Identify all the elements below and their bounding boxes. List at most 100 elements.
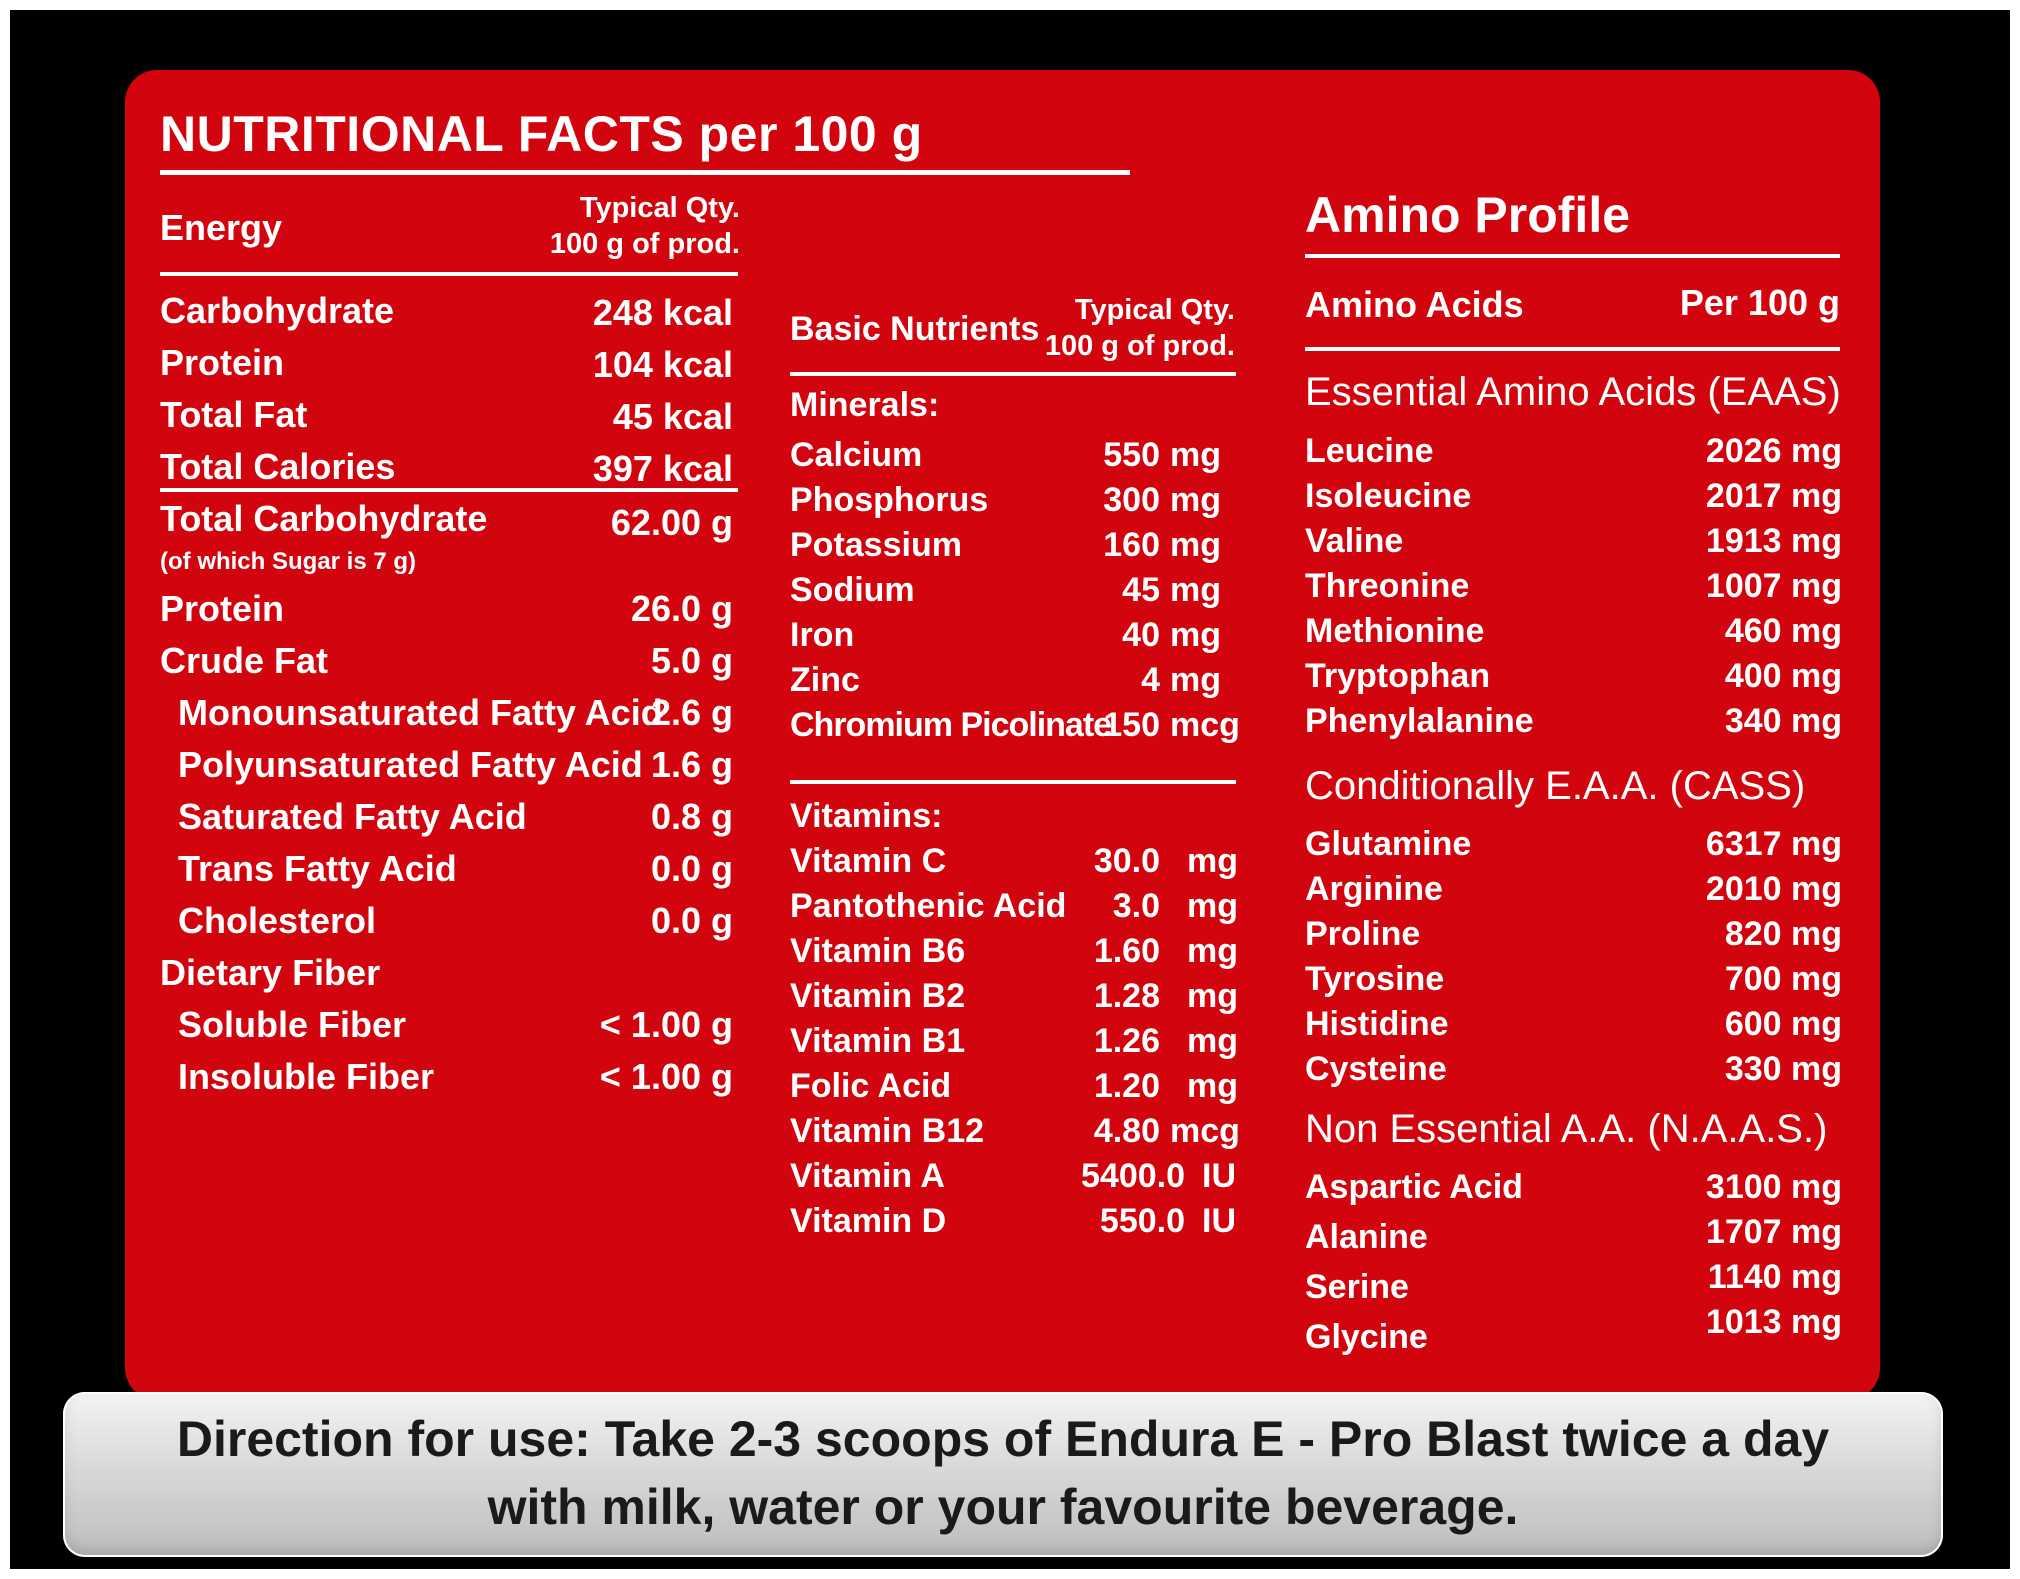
energy-row-label: Total Calories — [160, 446, 396, 487]
vitamin-label: Vitamin B6 — [790, 932, 966, 970]
mineral-value: 160 — [1103, 526, 1160, 564]
amino-row-value: 1007 mg — [1705, 567, 1842, 605]
amino-row-value: 400 mg — [1724, 657, 1842, 695]
amino-row-label: Arginine — [1305, 870, 1443, 908]
mineral-unit: mg — [1170, 526, 1221, 564]
mineral-value: 40 — [1122, 616, 1160, 654]
title-underline — [160, 170, 1130, 175]
mineral-label: Calcium — [790, 436, 923, 474]
direction-banner — [63, 1392, 1943, 1557]
energy-row-label: Total Fat — [160, 394, 308, 435]
naas-section-label: Non Essential A.A. (N.A.A.S.) — [1305, 1107, 1828, 1151]
amino-acids-label: Amino Acids — [1305, 284, 1524, 325]
energy-total-divider — [160, 488, 738, 492]
amino-row-label: Tryptophan — [1305, 657, 1491, 695]
nutrient-row-label: Dietary Fiber — [160, 952, 381, 993]
vitamin-label: Vitamin C — [790, 842, 947, 880]
vitamin-unit: mg — [1187, 1022, 1238, 1060]
vitamin-value: 1.60 — [1093, 932, 1160, 970]
mineral-value: 45 — [1122, 571, 1160, 609]
mineral-value: 4 — [1141, 661, 1160, 699]
amino-row-value: 2026 mg — [1705, 432, 1842, 470]
nutrient-row-value: 0.0 g — [650, 900, 733, 941]
amino-row-label: Leucine — [1305, 432, 1434, 470]
vitamin-label: Vitamin B12 — [790, 1112, 985, 1150]
nutrient-row-value: < 1.00 g — [599, 1004, 733, 1045]
sugar-note: (of which Sugar is 7 g) — [160, 548, 417, 575]
amino-row-value: 1707 mg — [1705, 1213, 1842, 1251]
amino-row-label: Methionine — [1305, 612, 1485, 650]
energy-row-label: Carbohydrate — [160, 290, 395, 331]
mineral-unit: mcg — [1170, 706, 1240, 744]
vitamin-label: Vitamin B2 — [790, 977, 966, 1015]
mineral-value: 300 — [1103, 481, 1160, 519]
vitamin-value: 550.0 — [1099, 1202, 1185, 1240]
nutrient-row-label: Cholesterol — [178, 900, 377, 941]
mineral-label: Phosphorus — [790, 481, 989, 519]
vitamin-unit: mg — [1187, 932, 1238, 970]
vitamin-value: 5400.0 — [1081, 1157, 1185, 1195]
amino-per-100g: Per 100 g — [1679, 282, 1840, 323]
vitamin-unit: mg — [1187, 1067, 1238, 1105]
mineral-unit: mg — [1170, 436, 1221, 474]
vitamin-unit: IU — [1202, 1202, 1236, 1240]
amino-row-value: 340 mg — [1724, 702, 1842, 740]
vitamin-unit: mg — [1187, 887, 1238, 925]
nutrient-row-label: Polyunsaturated Fatty Acid — [178, 744, 643, 785]
total-carb-value: 62.00 g — [610, 502, 733, 543]
mineral-label: Potassium — [790, 526, 962, 564]
energy-header-qty: Typical Qty. 100 g of prod. — [549, 192, 740, 260]
amino-row-value: 600 mg — [1724, 1005, 1842, 1043]
nutrient-row-value: 5.0 g — [650, 640, 733, 681]
amino-row-value: 2017 mg — [1705, 477, 1842, 515]
amino-row-label: Cysteine — [1305, 1050, 1447, 1088]
mineral-label: Sodium — [790, 571, 915, 609]
amino-row-label: Histidine — [1305, 1005, 1449, 1043]
vitamin-unit: mcg — [1170, 1112, 1240, 1150]
amino-row-label: Valine — [1305, 522, 1404, 560]
mineral-value: 550 — [1103, 436, 1160, 474]
mineral-label: Zinc — [790, 661, 860, 699]
amino-row-value: 1913 mg — [1705, 522, 1842, 560]
basic-nutrients-divider — [790, 372, 1236, 376]
mineral-label: Iron — [790, 616, 855, 654]
mineral-unit: mg — [1170, 571, 1221, 609]
direction-text: Direction for use: Take 2-3 scoops of En… — [63, 1405, 1943, 1541]
amino-header-divider — [1305, 347, 1840, 351]
nutrient-row-label: Insoluble Fiber — [178, 1056, 435, 1097]
nutrient-row-label: Protein — [160, 588, 285, 629]
amino-row-value: 1013 mg — [1705, 1303, 1842, 1341]
vitamin-label: Vitamin D — [790, 1202, 947, 1240]
amino-row-value: 1140 mg — [1707, 1258, 1842, 1296]
amino-row-label: Aspartic Acid — [1305, 1168, 1523, 1206]
amino-row-value: 330 mg — [1724, 1050, 1842, 1088]
amino-profile-heading: Amino Profile — [1305, 187, 1631, 243]
basic-nutrients-label: Basic Nutrients — [790, 310, 1040, 348]
direction-line-1: Direction for use: Take 2-3 scoops of En… — [176, 1411, 1830, 1467]
amino-row-label: Tyrosine — [1305, 960, 1445, 998]
minerals-label: Minerals: — [790, 386, 940, 424]
nutrient-row-value: < 1.00 g — [599, 1056, 733, 1097]
nutrient-row-value: 1.6 g — [650, 744, 733, 785]
amino-row-label: Threonine — [1305, 567, 1470, 605]
nutrient-row-value: 2.6 g — [650, 692, 733, 733]
vitamin-unit: mg — [1187, 977, 1238, 1015]
energy-row-label: Protein — [160, 342, 285, 383]
direction-line-2: with milk, water or your favourite bever… — [487, 1479, 1519, 1535]
nutrient-row-label: Saturated Fatty Acid — [178, 796, 527, 837]
vitamins-label: Vitamins: — [790, 797, 943, 835]
mineral-value: 150 — [1103, 706, 1160, 744]
nutrient-row-label: Monounsaturated Fatty Acid — [178, 692, 663, 733]
page-title: NUTRITIONAL FACTS per 100 g — [160, 106, 923, 162]
amino-row-label: Proline — [1305, 915, 1421, 953]
total-carb-label: Total Carbohydrate — [160, 498, 488, 539]
amino-row-value: 6317 mg — [1705, 825, 1842, 863]
nutrient-row-value: 26.0 g — [630, 588, 733, 629]
amino-heading-underline — [1305, 254, 1840, 258]
amino-row-label: Glutamine — [1305, 825, 1472, 863]
vitamin-value: 1.28 — [1093, 977, 1160, 1015]
amino-row-value: 460 mg — [1724, 612, 1842, 650]
amino-row-label: Alanine — [1305, 1218, 1428, 1256]
energy-row-value: 104 kcal — [592, 344, 733, 385]
amino-row-value: 820 mg — [1724, 915, 1842, 953]
